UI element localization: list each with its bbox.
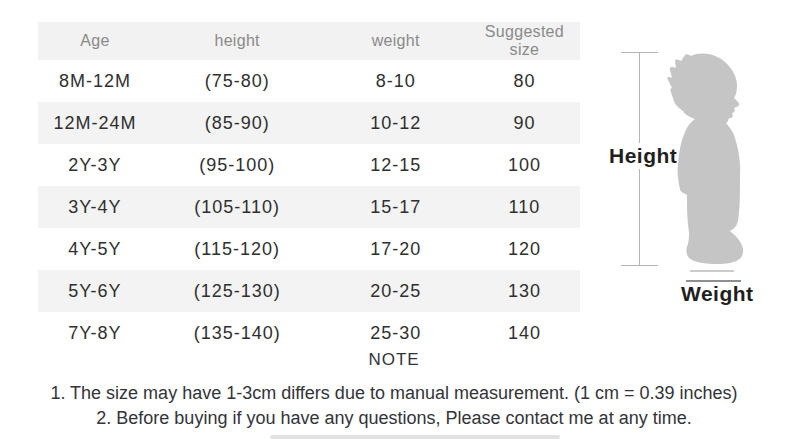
age-cell: 12M-24M bbox=[38, 102, 152, 144]
weight-cell: 12-15 bbox=[323, 144, 469, 186]
table-row: 8M-12M (75-80) 8-10 80 bbox=[38, 60, 580, 102]
weight-cell: 10-12 bbox=[323, 102, 469, 144]
table-row: 5Y-6Y (125-130) 20-25 130 bbox=[38, 270, 580, 312]
table-row: 4Y-5Y (115-120) 17-20 120 bbox=[38, 228, 580, 270]
size-cell: 90 bbox=[469, 102, 580, 144]
height-cell: (135-140) bbox=[152, 312, 323, 354]
age-cell: 8M-12M bbox=[38, 60, 152, 102]
column-header-suggested-size: Suggested size bbox=[469, 22, 580, 60]
column-header-age: Age bbox=[38, 22, 152, 60]
table-row: 2Y-3Y (95-100) 12-15 100 bbox=[38, 144, 580, 186]
size-cell: 140 bbox=[469, 312, 580, 354]
note-title: NOTE bbox=[0, 350, 788, 370]
table-row: 3Y-4Y (105-110) 15-17 110 bbox=[38, 186, 580, 228]
height-cell: (125-130) bbox=[152, 270, 323, 312]
weight-base-line bbox=[690, 270, 734, 272]
table-header-row: Age height weight Suggested size bbox=[38, 22, 580, 60]
note-section: NOTE 1. The size may have 1-3cm differs … bbox=[0, 350, 788, 431]
age-cell: 3Y-4Y bbox=[38, 186, 152, 228]
size-cell: 110 bbox=[469, 186, 580, 228]
weight-cell: 25-30 bbox=[323, 312, 469, 354]
height-measure-tick-top bbox=[621, 52, 658, 53]
weight-cell: 15-17 bbox=[323, 186, 469, 228]
age-cell: 7Y-8Y bbox=[38, 312, 152, 354]
note-line-2: 2. Before buying if you have any questio… bbox=[0, 406, 788, 431]
age-cell: 5Y-6Y bbox=[38, 270, 152, 312]
table-row: 7Y-8Y (135-140) 25-30 140 bbox=[38, 312, 580, 354]
height-cell: (115-120) bbox=[152, 228, 323, 270]
column-header-height: height bbox=[152, 22, 323, 60]
weight-label: Weight bbox=[681, 282, 754, 306]
height-cell: (85-90) bbox=[152, 102, 323, 144]
height-cell: (75-80) bbox=[152, 60, 323, 102]
size-cell: 130 bbox=[469, 270, 580, 312]
age-cell: 2Y-3Y bbox=[38, 144, 152, 186]
child-silhouette-icon bbox=[660, 53, 748, 265]
size-cell: 80 bbox=[469, 60, 580, 102]
height-measure-tick-bottom bbox=[621, 265, 658, 266]
weight-cell: 20-25 bbox=[323, 270, 469, 312]
size-cell: 120 bbox=[469, 228, 580, 270]
weight-cell: 17-20 bbox=[323, 228, 469, 270]
weight-cell: 8-10 bbox=[323, 60, 469, 102]
table-row: 12M-24M (85-90) 10-12 90 bbox=[38, 102, 580, 144]
age-cell: 4Y-5Y bbox=[38, 228, 152, 270]
height-cell: (105-110) bbox=[152, 186, 323, 228]
column-header-weight: weight bbox=[323, 22, 469, 60]
size-chart-page: Age height weight Suggested size 8M-12M … bbox=[0, 0, 800, 439]
size-chart-table: Age height weight Suggested size 8M-12M … bbox=[38, 22, 580, 354]
cropped-next-section bbox=[270, 435, 560, 439]
note-line-1: 1. The size may have 1-3cm differs due t… bbox=[0, 381, 788, 406]
height-cell: (95-100) bbox=[152, 144, 323, 186]
size-cell: 100 bbox=[469, 144, 580, 186]
